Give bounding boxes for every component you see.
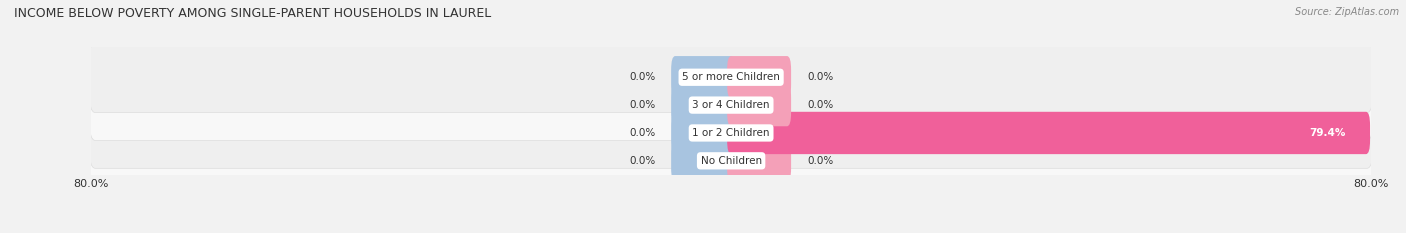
Text: INCOME BELOW POVERTY AMONG SINGLE-PARENT HOUSEHOLDS IN LAUREL: INCOME BELOW POVERTY AMONG SINGLE-PARENT…: [14, 7, 491, 20]
FancyBboxPatch shape: [727, 140, 792, 182]
Text: 0.0%: 0.0%: [628, 156, 655, 166]
FancyBboxPatch shape: [89, 125, 1374, 196]
Text: 0.0%: 0.0%: [807, 156, 834, 166]
FancyBboxPatch shape: [89, 98, 1374, 168]
FancyBboxPatch shape: [671, 84, 735, 126]
Text: 0.0%: 0.0%: [807, 72, 834, 82]
Text: 0.0%: 0.0%: [628, 100, 655, 110]
Text: 0.0%: 0.0%: [807, 100, 834, 110]
FancyBboxPatch shape: [89, 42, 1374, 113]
Text: No Children: No Children: [700, 156, 762, 166]
Text: 1 or 2 Children: 1 or 2 Children: [692, 128, 770, 138]
FancyBboxPatch shape: [89, 70, 1374, 140]
Text: 3 or 4 Children: 3 or 4 Children: [692, 100, 770, 110]
FancyBboxPatch shape: [727, 84, 792, 126]
FancyBboxPatch shape: [671, 140, 735, 182]
Text: 0.0%: 0.0%: [628, 128, 655, 138]
FancyBboxPatch shape: [671, 112, 735, 154]
FancyBboxPatch shape: [671, 56, 735, 98]
Text: 79.4%: 79.4%: [1309, 128, 1346, 138]
Text: 0.0%: 0.0%: [628, 72, 655, 82]
Text: 5 or more Children: 5 or more Children: [682, 72, 780, 82]
Text: Source: ZipAtlas.com: Source: ZipAtlas.com: [1295, 7, 1399, 17]
FancyBboxPatch shape: [727, 56, 792, 98]
FancyBboxPatch shape: [727, 112, 1369, 154]
